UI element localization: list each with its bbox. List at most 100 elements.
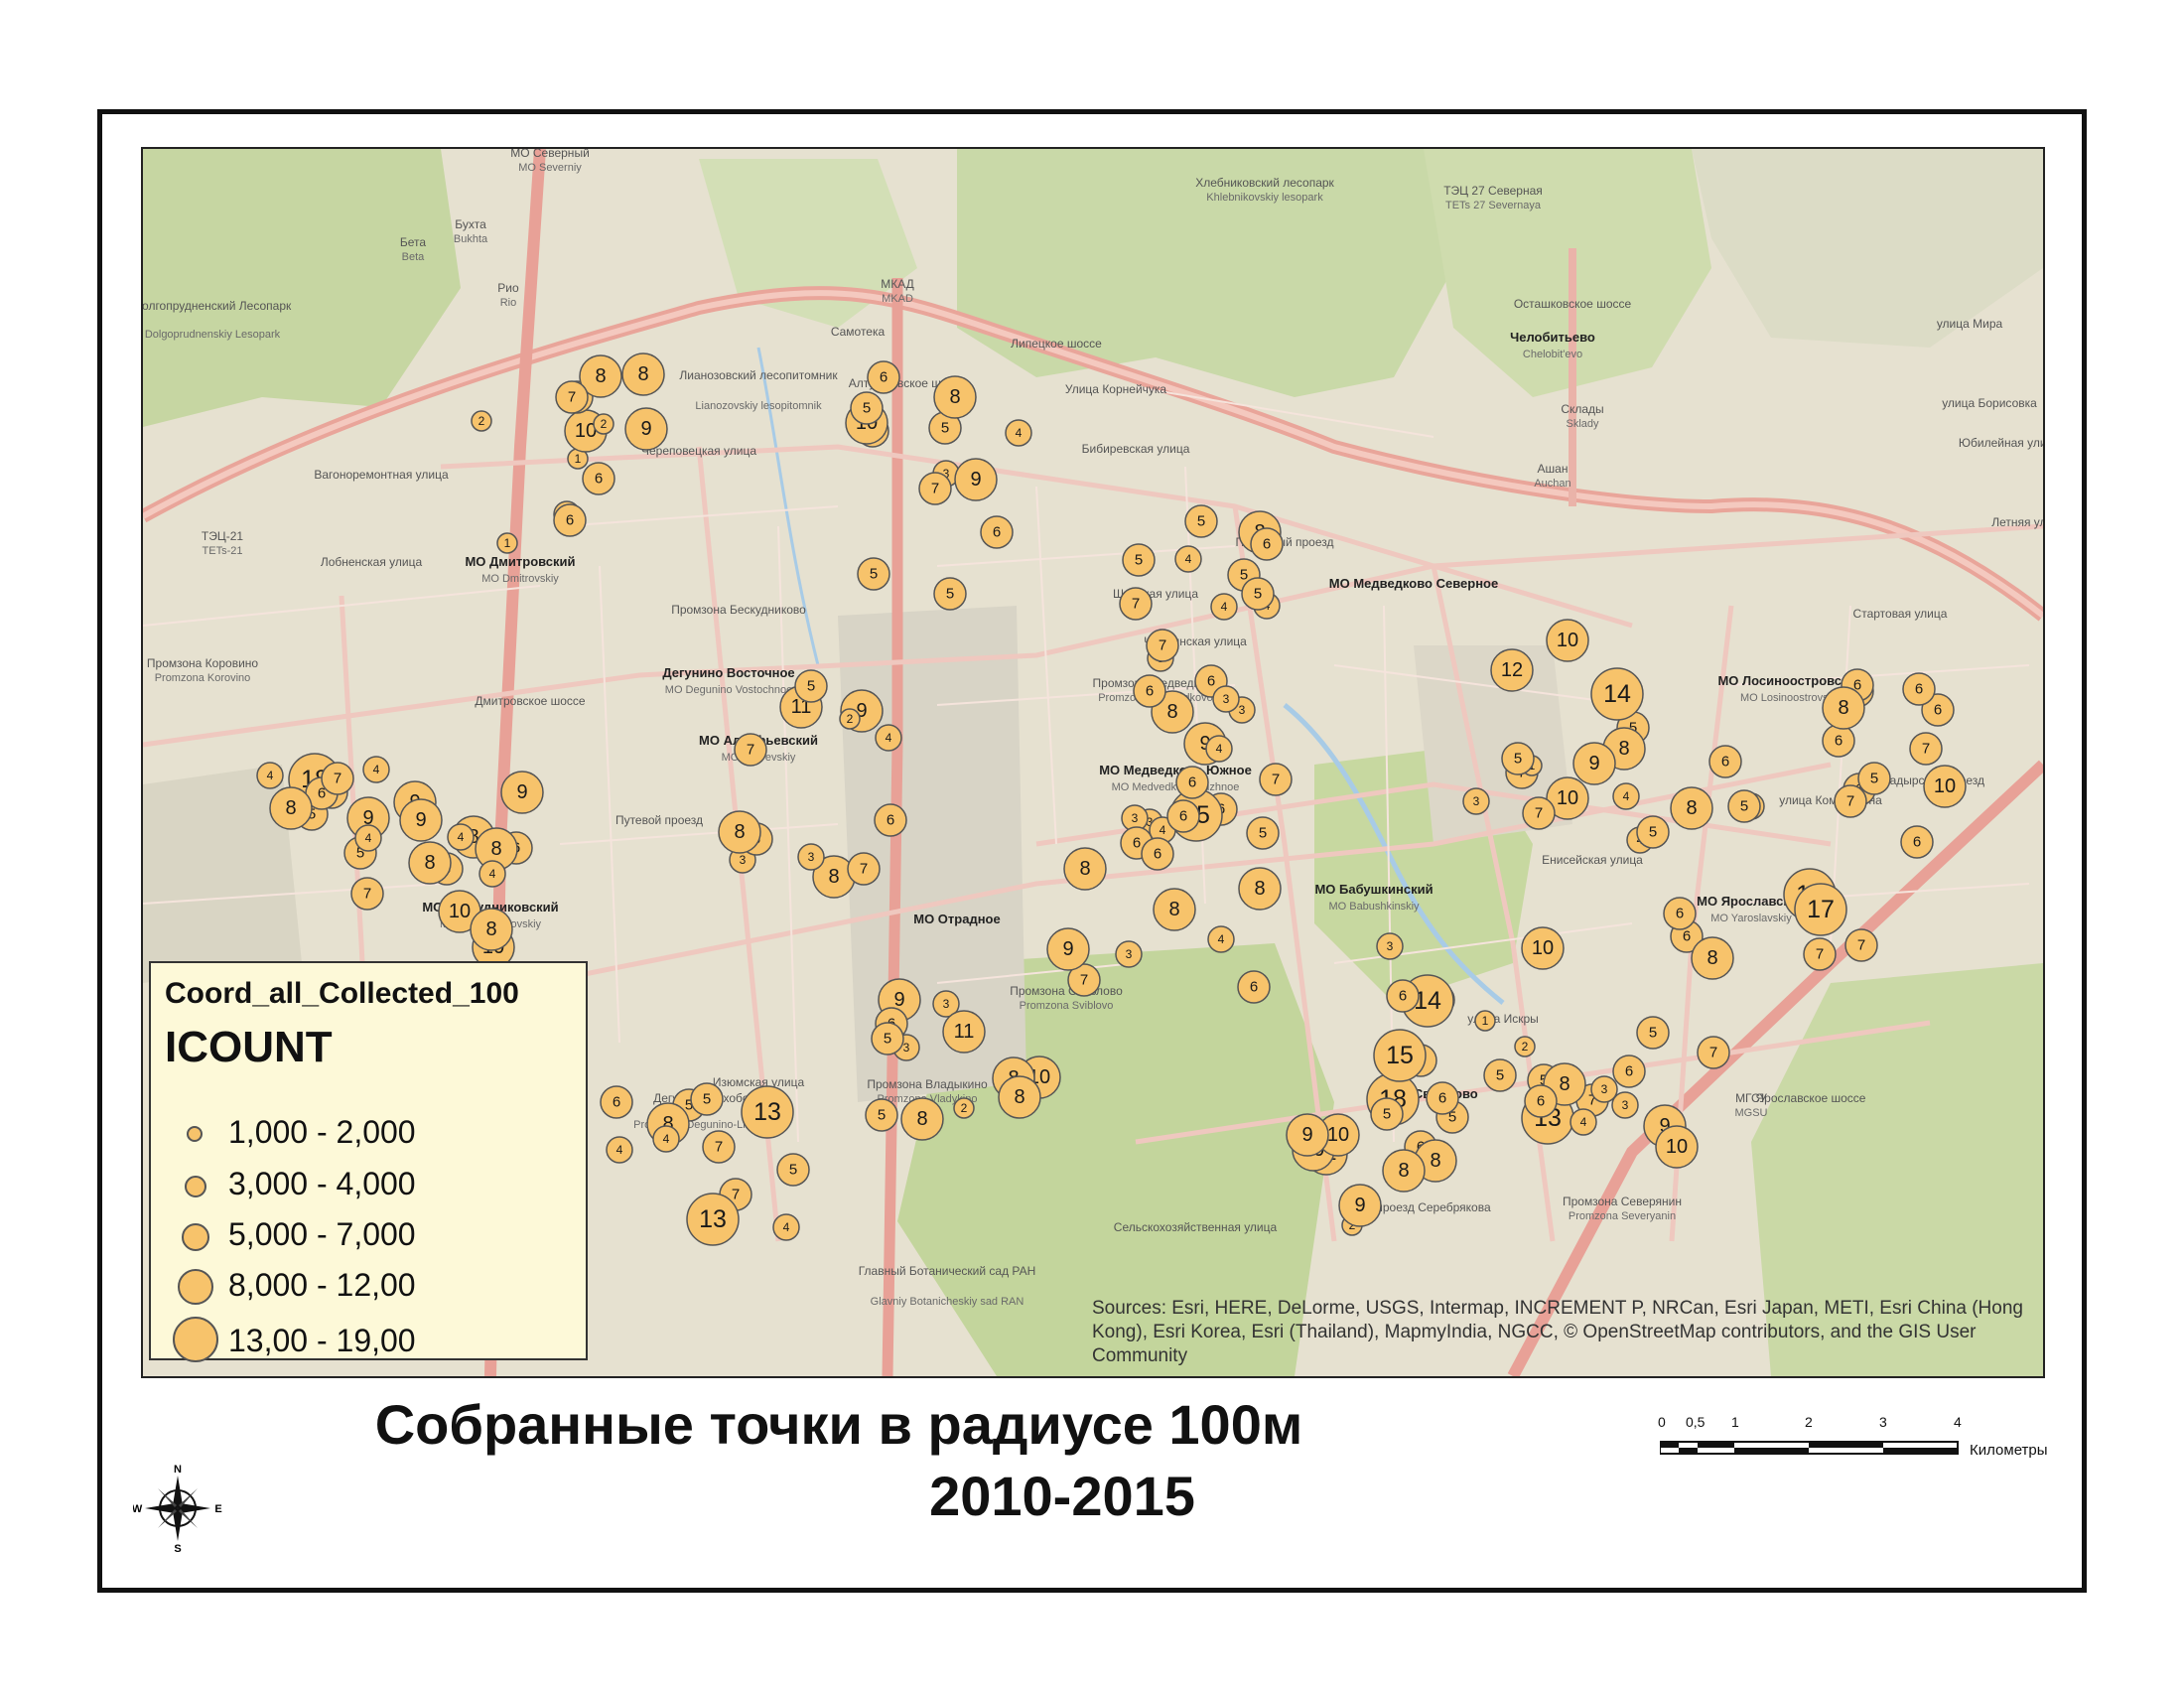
collected-point-marker[interactable]: 5: [1246, 816, 1280, 850]
collected-point-marker[interactable]: 4: [354, 824, 382, 852]
collected-point-marker[interactable]: 6: [1900, 825, 1934, 859]
collected-point-marker[interactable]: 3: [1462, 787, 1490, 815]
collected-point-marker[interactable]: 6: [874, 803, 907, 837]
collected-point-marker[interactable]: 3: [1376, 932, 1404, 960]
collected-point-marker[interactable]: 4: [1005, 419, 1032, 447]
collected-point-marker[interactable]: 8: [1063, 847, 1107, 891]
collected-point-marker[interactable]: 8: [579, 354, 622, 398]
collected-point-marker[interactable]: 9: [500, 771, 544, 814]
collected-point-marker[interactable]: 8: [1153, 888, 1196, 931]
collected-point-marker[interactable]: 10: [438, 890, 481, 933]
collected-point-marker[interactable]: 6: [867, 360, 900, 394]
collected-point-marker[interactable]: 4: [1205, 735, 1233, 763]
collected-point-marker[interactable]: 6: [1237, 970, 1271, 1004]
collected-point-marker[interactable]: 6: [1386, 979, 1420, 1013]
collected-point-marker[interactable]: 8: [408, 841, 452, 885]
collected-point-marker[interactable]: 10: [1546, 776, 1589, 820]
collected-point-marker[interactable]: 4: [1570, 1108, 1597, 1136]
collected-point-marker[interactable]: 14: [1590, 667, 1644, 721]
collected-point-marker[interactable]: 11: [942, 1010, 986, 1054]
collected-point-marker[interactable]: 5: [933, 577, 967, 611]
collected-point-marker[interactable]: 4: [606, 1136, 633, 1164]
collected-point-marker[interactable]: 15: [1373, 1029, 1427, 1082]
collected-point-marker[interactable]: 6: [1612, 1055, 1646, 1088]
collected-point-marker[interactable]: 4: [875, 724, 902, 752]
collected-point-marker[interactable]: 8: [1238, 867, 1282, 911]
collected-point-marker[interactable]: 7: [350, 877, 384, 911]
collected-point-marker[interactable]: 9: [954, 458, 998, 501]
collected-point-marker[interactable]: 9: [1572, 742, 1616, 785]
collected-point-marker[interactable]: 5: [1241, 577, 1275, 611]
collected-point-marker[interactable]: 1: [1474, 1010, 1496, 1032]
collected-point-marker[interactable]: 13: [686, 1193, 740, 1246]
collected-point-marker[interactable]: 13: [741, 1085, 794, 1139]
collected-point-marker[interactable]: 5: [1184, 504, 1218, 538]
collected-point-marker[interactable]: 10: [1655, 1125, 1699, 1169]
collected-point-marker[interactable]: 7: [918, 472, 952, 505]
collected-point-marker[interactable]: 5: [1483, 1058, 1517, 1092]
collected-point-marker[interactable]: 1: [496, 532, 518, 554]
collected-point-marker[interactable]: 5: [865, 1098, 898, 1132]
collected-point-marker[interactable]: 9: [399, 798, 443, 842]
collected-point-marker[interactable]: 6: [1822, 724, 1855, 758]
collected-point-marker[interactable]: 5: [850, 391, 884, 425]
collected-point-marker[interactable]: 6: [600, 1085, 633, 1119]
collected-point-marker[interactable]: 8: [998, 1075, 1041, 1119]
collected-point-marker[interactable]: 7: [1803, 937, 1837, 971]
collected-point-marker[interactable]: 2: [1514, 1036, 1536, 1057]
collected-point-marker[interactable]: 7: [734, 733, 767, 767]
collected-point-marker[interactable]: 5: [857, 557, 890, 591]
collected-point-marker[interactable]: 8: [1691, 936, 1734, 980]
collected-point-marker[interactable]: 6: [1175, 766, 1209, 799]
collected-point-marker[interactable]: 5: [1857, 762, 1891, 795]
collected-point-marker[interactable]: 6: [1524, 1084, 1558, 1118]
collected-point-marker[interactable]: 7: [1119, 587, 1153, 621]
collected-point-marker[interactable]: 7: [1844, 928, 1878, 962]
collected-point-marker[interactable]: 7: [702, 1130, 736, 1164]
collected-point-marker[interactable]: 7: [1522, 796, 1556, 830]
collected-point-marker[interactable]: 9: [1046, 927, 1090, 971]
collected-point-marker[interactable]: 8: [1382, 1149, 1426, 1193]
collected-point-marker[interactable]: 4: [362, 756, 390, 783]
collected-point-marker[interactable]: 4: [1207, 925, 1235, 953]
collected-point-marker[interactable]: 10: [1546, 619, 1589, 662]
collected-point-marker[interactable]: 10: [1923, 765, 1967, 808]
collected-point-marker[interactable]: 6: [582, 462, 615, 495]
collected-point-marker[interactable]: 5: [1501, 742, 1535, 775]
collected-point-marker[interactable]: 2: [471, 410, 492, 432]
collected-point-marker[interactable]: 3: [797, 843, 825, 871]
collected-point-marker[interactable]: 7: [321, 762, 354, 795]
collected-point-marker[interactable]: 6: [1663, 897, 1697, 930]
collected-point-marker[interactable]: 7: [1146, 629, 1179, 662]
collected-point-marker[interactable]: 6: [1141, 837, 1174, 871]
collected-point-marker[interactable]: 7: [1067, 963, 1101, 997]
collected-point-marker[interactable]: 6: [1708, 745, 1742, 778]
collected-point-marker[interactable]: 6: [1902, 672, 1936, 706]
collected-point-marker[interactable]: 8: [1670, 786, 1713, 830]
collected-point-marker[interactable]: 8: [621, 352, 665, 396]
collected-point-marker[interactable]: 2: [839, 708, 861, 730]
collected-point-marker[interactable]: 17: [1794, 883, 1847, 936]
collected-point-marker[interactable]: 5: [1370, 1097, 1404, 1131]
collected-point-marker[interactable]: 7: [847, 852, 881, 886]
collected-point-marker[interactable]: 5: [776, 1153, 810, 1187]
collected-point-marker[interactable]: 9: [1338, 1184, 1382, 1227]
collected-point-marker[interactable]: 6: [1166, 799, 1200, 833]
collected-point-marker[interactable]: 3: [1115, 940, 1143, 968]
collected-point-marker[interactable]: 8: [718, 810, 761, 854]
collected-point-marker[interactable]: 9: [624, 407, 668, 451]
collected-point-marker[interactable]: 3: [932, 990, 960, 1018]
collected-point-marker[interactable]: 5: [1727, 789, 1761, 823]
collected-point-marker[interactable]: 5: [871, 1022, 904, 1055]
collected-point-marker[interactable]: 3: [1121, 804, 1149, 832]
collected-point-marker[interactable]: 8: [1822, 686, 1865, 730]
collected-point-marker[interactable]: 4: [652, 1125, 680, 1153]
collected-point-marker[interactable]: 5: [794, 669, 828, 703]
collected-point-marker[interactable]: 2: [593, 413, 614, 435]
collected-point-marker[interactable]: 7: [1909, 732, 1943, 766]
collected-point-marker[interactable]: 2: [953, 1097, 975, 1119]
collected-point-marker[interactable]: 6: [553, 503, 587, 537]
collected-point-marker[interactable]: 3: [1590, 1075, 1618, 1103]
collected-point-marker[interactable]: 3: [1611, 1091, 1639, 1119]
collected-point-marker[interactable]: 8: [900, 1097, 944, 1141]
